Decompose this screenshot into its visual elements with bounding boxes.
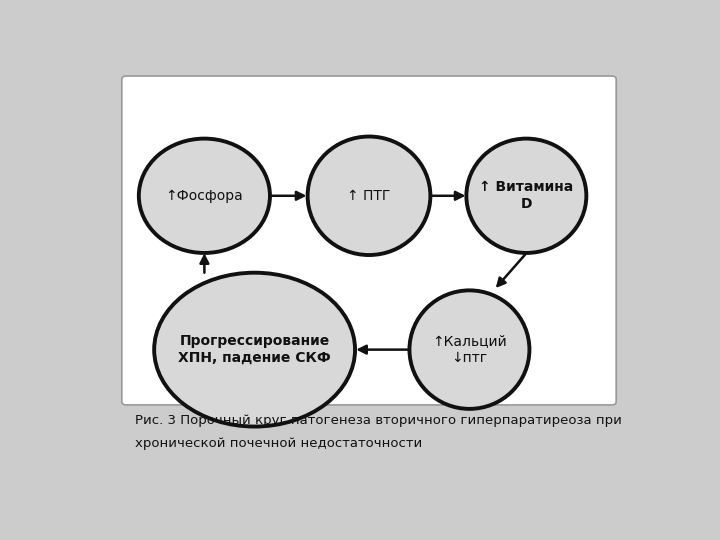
Text: хронической почечной недостаточности: хронической почечной недостаточности bbox=[135, 437, 422, 450]
Text: ↑Фосфора: ↑Фосфора bbox=[166, 189, 243, 203]
Text: Рис. 3 Порочный круг патогенеза вторичного гиперпаратиреоза при: Рис. 3 Порочный круг патогенеза вторично… bbox=[135, 414, 621, 427]
Text: ↑Кальций: ↑Кальций bbox=[432, 334, 507, 348]
Ellipse shape bbox=[307, 137, 431, 255]
FancyBboxPatch shape bbox=[122, 76, 616, 405]
Text: Прогрессирование: Прогрессирование bbox=[179, 334, 330, 348]
Ellipse shape bbox=[139, 139, 270, 253]
Ellipse shape bbox=[410, 291, 529, 409]
Text: ХПН, падение СКФ: ХПН, падение СКФ bbox=[179, 351, 331, 365]
Text: ↓птг: ↓птг bbox=[451, 351, 487, 365]
Ellipse shape bbox=[467, 139, 586, 253]
Text: D: D bbox=[521, 197, 532, 211]
Ellipse shape bbox=[154, 273, 355, 427]
Text: ↑ ПТГ: ↑ ПТГ bbox=[347, 189, 391, 203]
Text: ↑ Витамина: ↑ Витамина bbox=[480, 180, 574, 194]
